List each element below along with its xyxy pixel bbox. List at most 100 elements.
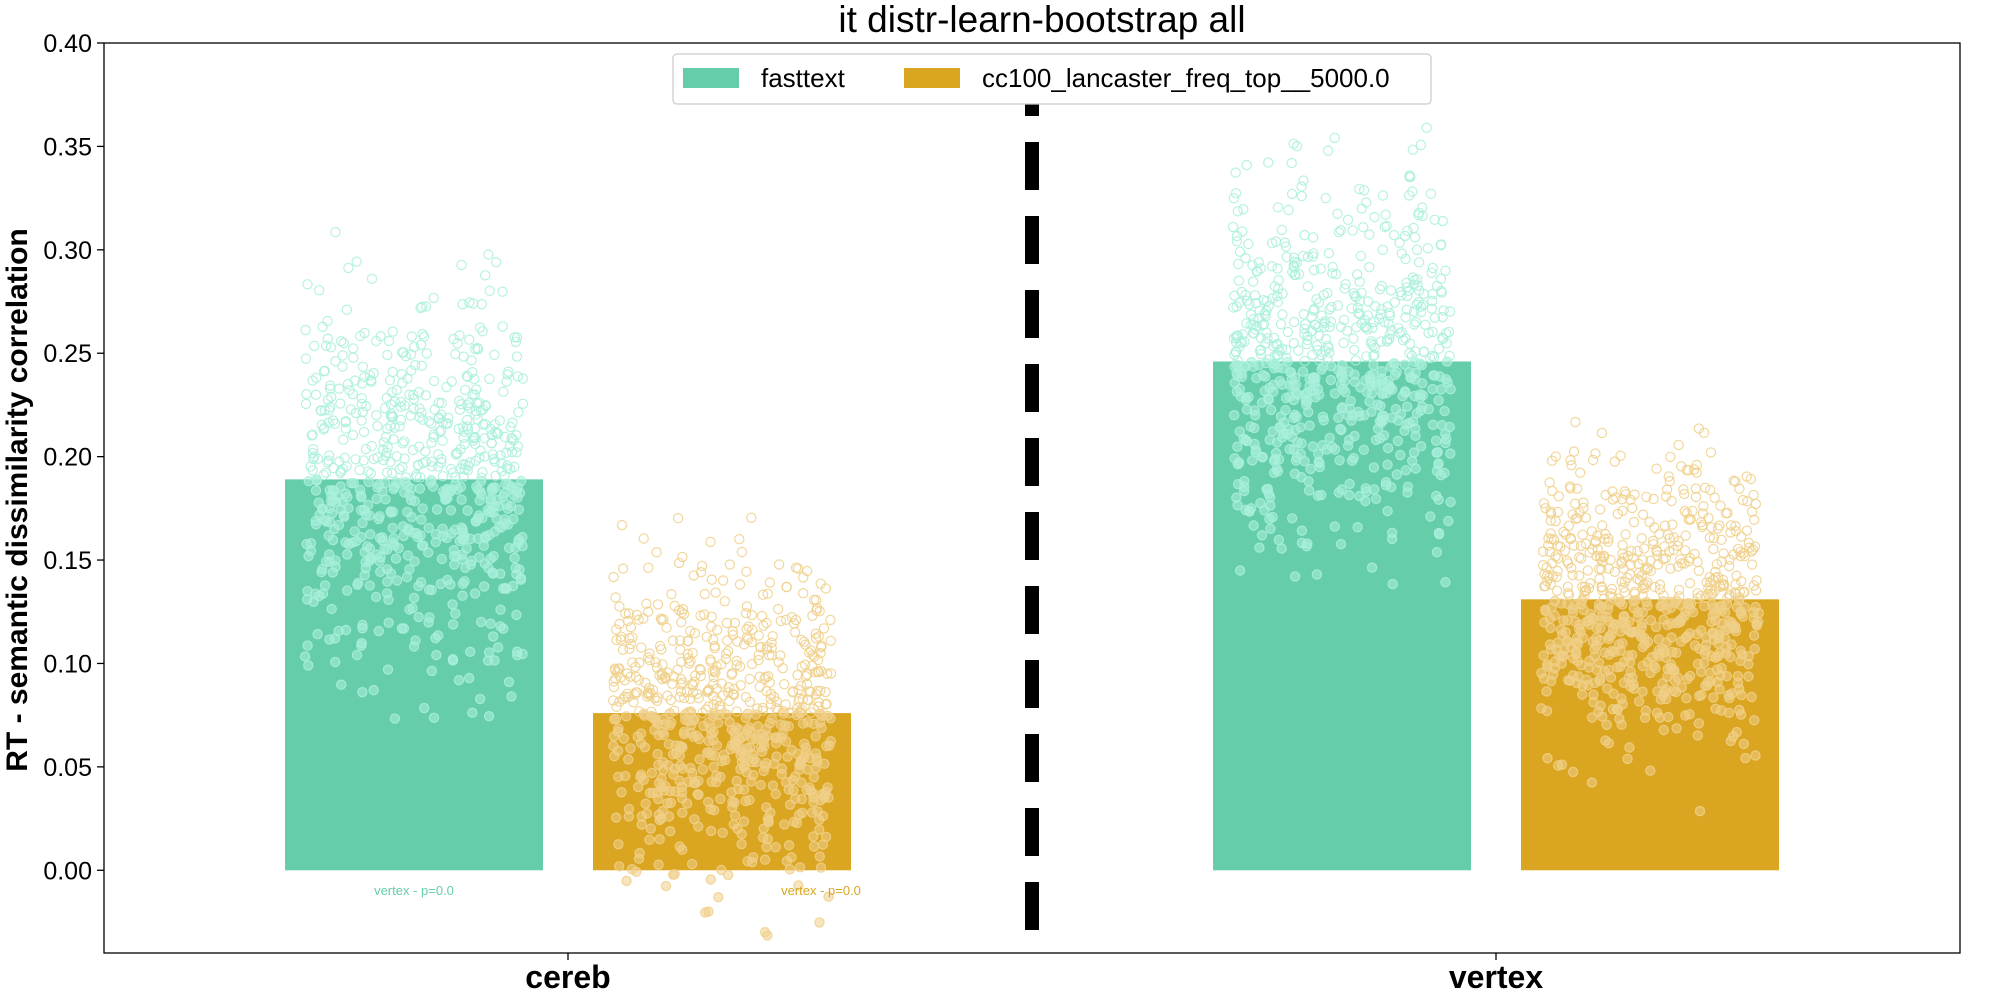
data-point bbox=[1670, 686, 1682, 698]
data-point bbox=[1234, 246, 1246, 257]
data-point bbox=[1262, 393, 1274, 404]
data-point bbox=[514, 487, 526, 499]
data-point bbox=[810, 628, 822, 639]
data-point bbox=[1438, 305, 1449, 316]
data-point bbox=[1343, 434, 1355, 446]
data-point bbox=[1636, 622, 1648, 633]
data-point bbox=[390, 553, 402, 564]
data-point bbox=[696, 560, 708, 572]
data-point bbox=[426, 665, 437, 677]
data-point bbox=[409, 341, 420, 353]
data-point bbox=[1444, 306, 1456, 317]
y-tick-label: 0.15 bbox=[43, 547, 92, 575]
data-point bbox=[825, 668, 837, 679]
data-point bbox=[634, 706, 645, 717]
data-point bbox=[1617, 505, 1628, 516]
data-point bbox=[408, 389, 419, 401]
data-point bbox=[353, 577, 364, 589]
data-point bbox=[1617, 494, 1628, 505]
data-point bbox=[1268, 332, 1280, 344]
data-point bbox=[1683, 598, 1695, 610]
data-point bbox=[1248, 422, 1260, 434]
data-point bbox=[1650, 621, 1662, 633]
data-point bbox=[1731, 602, 1743, 613]
data-point bbox=[1614, 713, 1625, 724]
data-point bbox=[746, 609, 758, 621]
data-point bbox=[492, 428, 504, 439]
data-point bbox=[814, 824, 825, 835]
data-point bbox=[1749, 643, 1760, 655]
data-point bbox=[766, 642, 778, 654]
data-point bbox=[1385, 285, 1397, 296]
data-point bbox=[417, 457, 429, 469]
data-point bbox=[350, 454, 361, 465]
data-point bbox=[1748, 514, 1760, 526]
data-point bbox=[1329, 388, 1341, 399]
data-point bbox=[487, 568, 499, 579]
data-point bbox=[801, 679, 813, 690]
data-point bbox=[1232, 459, 1244, 470]
data-point bbox=[636, 811, 648, 822]
data-point bbox=[483, 647, 495, 658]
data-point bbox=[1694, 690, 1705, 702]
data-point bbox=[426, 437, 437, 448]
data-point bbox=[1336, 403, 1347, 414]
data-point bbox=[312, 453, 323, 464]
data-point bbox=[1249, 438, 1260, 450]
data-point bbox=[710, 777, 722, 788]
data-point bbox=[736, 546, 748, 558]
data-point bbox=[1725, 527, 1736, 538]
data-point bbox=[498, 386, 509, 397]
data-point bbox=[1545, 644, 1557, 655]
data-point bbox=[1651, 463, 1662, 474]
data-point bbox=[1586, 777, 1598, 788]
data-point bbox=[1361, 351, 1372, 362]
data-point bbox=[387, 467, 398, 479]
data-point bbox=[499, 470, 510, 481]
data-point bbox=[1706, 599, 1718, 610]
data-point bbox=[738, 639, 750, 650]
data-point bbox=[1300, 399, 1312, 410]
data-point bbox=[387, 326, 398, 337]
data-point bbox=[1386, 325, 1397, 336]
data-point bbox=[1357, 221, 1369, 233]
data-point bbox=[645, 687, 656, 699]
data-point bbox=[759, 761, 771, 772]
data-point bbox=[1691, 467, 1702, 478]
data-point bbox=[314, 285, 325, 296]
data-point bbox=[495, 604, 506, 615]
data-point bbox=[1402, 225, 1413, 236]
data-point bbox=[450, 608, 461, 619]
data-point bbox=[758, 823, 769, 834]
data-point bbox=[420, 301, 432, 312]
data-point bbox=[1349, 290, 1361, 302]
data-point bbox=[1424, 352, 1436, 364]
data-point bbox=[1349, 376, 1361, 387]
data-point bbox=[1746, 546, 1757, 557]
data-point bbox=[1393, 323, 1404, 334]
data-point bbox=[467, 707, 478, 718]
data-point bbox=[674, 691, 685, 703]
data-point bbox=[429, 404, 441, 415]
data-point bbox=[1325, 316, 1337, 327]
data-point bbox=[1411, 408, 1423, 419]
data-point bbox=[810, 762, 822, 774]
data-point bbox=[1639, 712, 1651, 724]
data-point bbox=[1593, 599, 1605, 611]
data-point bbox=[667, 635, 679, 646]
data-point bbox=[1260, 310, 1271, 322]
data-point bbox=[426, 584, 437, 596]
data-point bbox=[709, 750, 720, 761]
data-point bbox=[488, 631, 499, 642]
data-point bbox=[1612, 662, 1623, 673]
data-point bbox=[633, 674, 645, 686]
data-point bbox=[786, 612, 798, 623]
data-point bbox=[1729, 587, 1741, 598]
data-point bbox=[656, 673, 668, 685]
data-point bbox=[1409, 232, 1421, 243]
data-point bbox=[474, 693, 486, 705]
data-point bbox=[375, 566, 386, 578]
data-point bbox=[1540, 503, 1551, 514]
data-point bbox=[1628, 595, 1639, 607]
data-point bbox=[1231, 386, 1243, 397]
